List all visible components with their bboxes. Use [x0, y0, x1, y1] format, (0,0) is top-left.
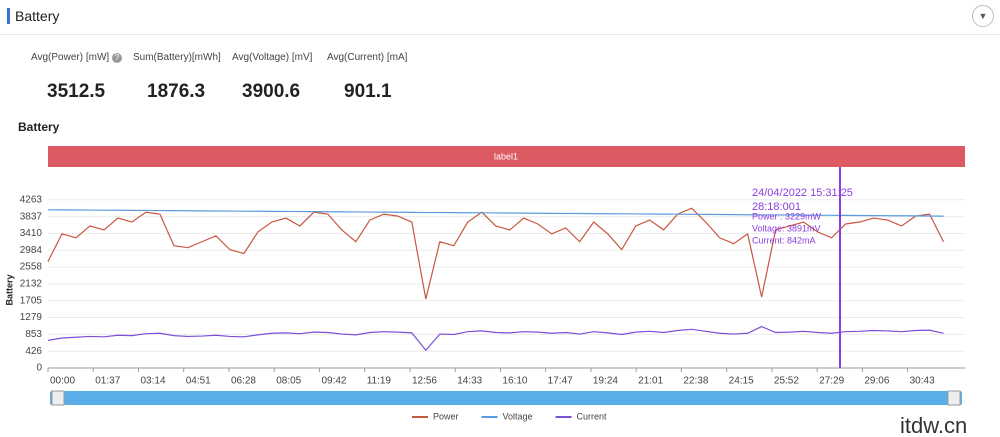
slider-track[interactable] — [50, 391, 962, 405]
y-tick-label: 2132 — [20, 279, 43, 290]
tooltip-text: Current: 842mA — [752, 235, 816, 245]
metric-value: 3512.5 — [47, 81, 106, 102]
y-tick-label: 2984 — [20, 245, 43, 256]
tooltip-text: 24/04/2022 15:31:25 — [752, 187, 853, 199]
tooltip-text: Voltage: 3891mV — [752, 223, 821, 233]
x-tick-label: 06:28 — [231, 376, 256, 387]
y-tick-label: 0 — [36, 363, 42, 374]
y-tick-label: 2558 — [20, 262, 43, 273]
accent — [7, 8, 10, 24]
x-tick-label: 04:51 — [186, 376, 211, 387]
slider-handle[interactable] — [947, 390, 961, 406]
x-tick-label: 27:29 — [819, 376, 844, 387]
y-tick-label: 3410 — [20, 228, 43, 239]
y-tick-label: 3837 — [20, 211, 43, 222]
x-tick-label: 03:14 — [140, 376, 165, 387]
tooltip-text: 28:18:001 — [752, 201, 801, 213]
metric-value: 3900.6 — [242, 81, 301, 102]
legend-label: Voltage — [503, 411, 533, 421]
metric-label: Avg(Voltage) [mV] — [232, 52, 313, 63]
x-tick-label: 16:10 — [502, 376, 527, 387]
y-tick-label: 1705 — [20, 295, 43, 306]
x-tick-label: 30:43 — [910, 376, 935, 387]
x-tick-label: 19:24 — [593, 376, 618, 387]
y-tick-label: 1279 — [20, 312, 43, 323]
y-axis-label: Battery — [4, 274, 14, 305]
header: Battery ▼ — [0, 0, 1000, 35]
x-tick-label: 22:38 — [683, 376, 708, 387]
help-icon[interactable]: ? — [111, 53, 122, 63]
watermark: itdw.cn — [900, 413, 967, 437]
x-tick-label: 12:56 — [412, 376, 437, 387]
series-line — [47, 209, 944, 217]
metric-label-text: Avg(Power) [mW] — [31, 52, 110, 63]
metric: Avg(Current) [mA] 901.1 — [327, 52, 407, 103]
x-tick-label: 17:47 — [548, 376, 573, 387]
x-tick-label: 25:52 — [774, 376, 799, 387]
x-tick-label: 14:33 — [457, 376, 482, 387]
metric: Avg(Power) [mW] ? 3512.5 — [31, 52, 122, 103]
legend-label: Power — [433, 411, 459, 421]
x-tick-label: 29:06 — [864, 376, 889, 387]
band-label: label1 — [494, 151, 518, 161]
series-line — [47, 207, 945, 300]
y-tick-label: 4263 — [20, 194, 43, 205]
slider-handle[interactable] — [51, 390, 65, 406]
header-title: Battery — [15, 8, 60, 24]
x-tick-label: 11:19 — [367, 376, 392, 387]
metric: Sum(Battery)[mWh] 1876.3 — [133, 52, 221, 103]
y-tick-label: 426 — [25, 346, 42, 357]
legend-label: Current — [577, 411, 608, 421]
y-tick-label: 853 — [25, 329, 42, 340]
x-tick-label: 01:37 — [95, 376, 120, 387]
metric-label: Avg(Current) [mA] — [327, 52, 408, 63]
metric: Avg(Voltage) [mV] 3900.6 — [232, 52, 312, 103]
x-tick-label: 09:42 — [321, 376, 346, 387]
label-band — [48, 146, 965, 167]
dropdown[interactable]: ▼ — [972, 5, 994, 27]
x-tick-label: 00:00 — [50, 376, 75, 387]
chart-title: Battery — [18, 120, 60, 134]
metric-value: 1876.3 — [147, 81, 206, 102]
metric-label: Avg(Power) [mW] ? — [31, 52, 122, 63]
x-tick-label: 21:01 — [638, 376, 663, 387]
series-line — [47, 325, 944, 352]
tooltip-text: Power : 3229mW — [752, 211, 822, 221]
metric-label: Sum(Battery)[mWh] — [133, 52, 221, 63]
metric-value: 901.1 — [344, 81, 392, 102]
x-tick-label: 24:15 — [729, 376, 754, 387]
x-tick-label: 08:05 — [276, 376, 301, 387]
